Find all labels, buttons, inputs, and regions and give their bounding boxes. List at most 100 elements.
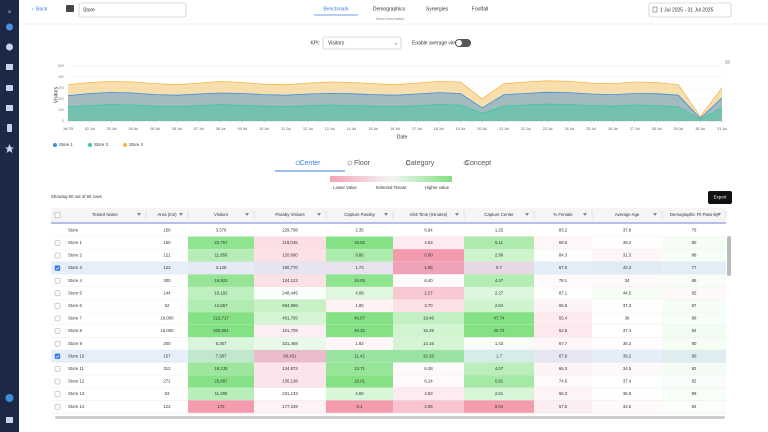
heat-cell	[464, 350, 534, 363]
heat-cell	[393, 236, 464, 250]
export-button[interactable]	[708, 191, 732, 204]
row-checkbox[interactable]	[54, 277, 61, 284]
building-icon[interactable]	[6, 64, 13, 70]
column-header[interactable]: Capture Center	[484, 212, 514, 217]
heat-cell	[326, 236, 393, 250]
column-header[interactable]: % Female	[553, 212, 573, 217]
row-checkbox[interactable]	[54, 290, 61, 297]
chart-menu[interactable]	[725, 60, 730, 64]
filter-icon[interactable]	[525, 213, 529, 216]
legend-label[interactable]: Store 3	[94, 142, 108, 147]
back-arrow[interactable]: ‹	[32, 6, 34, 12]
column-header[interactable]: Area (m2)	[157, 212, 177, 217]
column-header[interactable]: Passby Visitors	[275, 212, 304, 217]
expand-icon[interactable]: »	[8, 10, 12, 16]
table-cell: 212,717	[213, 316, 229, 321]
row-checkbox[interactable]	[54, 366, 61, 372]
device-icon[interactable]	[7, 124, 12, 132]
chart-icon[interactable]	[6, 85, 13, 91]
table-cell: 74.6	[559, 379, 568, 384]
table-row	[51, 261, 726, 275]
legend-label[interactable]: Store 4	[129, 142, 143, 147]
filter-icon[interactable]	[583, 213, 587, 216]
kpi-selected[interactable]: Visitors	[328, 40, 345, 46]
filter-icon[interactable]	[137, 213, 141, 216]
heat-cell	[188, 400, 254, 413]
top-tab[interactable]: Benchmark	[323, 6, 349, 12]
row-checkbox[interactable]	[54, 340, 61, 347]
row-checkbox[interactable]	[54, 391, 61, 397]
view-tab[interactable]: Floor	[354, 160, 371, 167]
column-header[interactable]: Tenant Name	[92, 212, 118, 217]
top-tab[interactable]: Demographics	[373, 6, 406, 12]
table-icon[interactable]	[6, 105, 13, 111]
column-header[interactable]: Visitors	[214, 212, 228, 217]
filter-icon[interactable]	[717, 213, 721, 216]
table-cell: 16,000	[160, 328, 174, 333]
table-cell: 52.5	[559, 328, 568, 333]
area-fill	[68, 80, 722, 121]
export-label[interactable]: Export	[714, 195, 727, 200]
table-cell: 231,133	[282, 391, 298, 396]
vertical-scrollbar[interactable]	[727, 236, 731, 276]
kpi-dropdown[interactable]	[322, 36, 402, 50]
filter-icon[interactable]	[653, 213, 657, 216]
row-checkbox[interactable]	[54, 315, 61, 322]
heat-cell	[254, 274, 326, 287]
filter-icon[interactable]	[179, 213, 183, 216]
x-tick-label: 05 Jul	[150, 127, 160, 131]
top-tab[interactable]: Synergies	[426, 6, 449, 12]
filter-icon[interactable]	[245, 213, 249, 216]
view-tab[interactable]: Category	[406, 160, 435, 167]
average-toggle-label: Enable average view	[412, 40, 459, 46]
store-input[interactable]	[78, 2, 187, 18]
x-tick-label: 04 Jul	[129, 127, 139, 131]
date-range[interactable]: 1 Jul 2025 - 31 Jul 2025	[660, 7, 714, 13]
horizontal-scrollbar[interactable]	[55, 416, 725, 419]
table-cell: 200	[163, 341, 171, 346]
row-checkbox[interactable]	[54, 403, 61, 410]
column-header[interactable]: Average Age	[615, 212, 640, 217]
filter-icon[interactable]	[317, 213, 321, 216]
view-tab[interactable]: Concept	[465, 160, 491, 167]
row-checkbox[interactable]	[54, 378, 61, 385]
row-checkbox[interactable]	[54, 353, 61, 360]
row-checkbox[interactable]	[54, 328, 61, 334]
column-header[interactable]: Demographic Fit Pass-by	[670, 212, 719, 217]
heat-cell	[326, 261, 393, 275]
table-cell: 76	[692, 227, 697, 232]
heat-cell	[326, 312, 393, 325]
header-checkbox[interactable]	[54, 212, 61, 218]
heat-cell	[188, 375, 254, 388]
menu-icon[interactable]	[6, 417, 13, 423]
globe-icon[interactable]	[6, 43, 13, 51]
filter-icon[interactable]	[455, 213, 459, 216]
x-tick-label: 29 Jul	[674, 127, 684, 131]
view-tabs: Center Floor Category Concept	[295, 160, 491, 167]
column-header[interactable]: Capture Passby	[344, 212, 375, 217]
row-checkbox[interactable]	[54, 240, 61, 246]
table-row	[51, 287, 726, 300]
store-input-text[interactable]: Store	[83, 7, 95, 13]
star-icon[interactable]	[5, 144, 14, 153]
row-checkbox[interactable]	[54, 252, 61, 259]
top-tab[interactable]: Footfall	[472, 6, 488, 12]
series-line	[67, 103, 723, 120]
column-header[interactable]: Visit Time (minutes)	[410, 212, 448, 217]
row-checkbox[interactable]	[54, 265, 61, 271]
logo-icon[interactable]	[6, 23, 13, 31]
heat-cell	[393, 249, 464, 262]
legend-label[interactable]: Store 1	[59, 142, 73, 147]
row-checkbox[interactable]	[54, 303, 61, 309]
avatar[interactable]	[5, 394, 14, 402]
table-cell: 83.2	[559, 227, 568, 232]
back-link[interactable]: Back	[36, 6, 48, 12]
table-cell: 9.86	[355, 253, 364, 258]
x-tick-label: 15 Jul	[368, 127, 378, 131]
view-tab[interactable]: Center	[299, 160, 321, 167]
date-picker[interactable]	[648, 2, 732, 18]
table-cell: 4.60	[355, 391, 364, 396]
x-tick-label: 08 Jul	[216, 127, 226, 131]
filter-icon[interactable]	[384, 213, 388, 216]
x-tick-label: 28 Jul	[652, 127, 662, 131]
